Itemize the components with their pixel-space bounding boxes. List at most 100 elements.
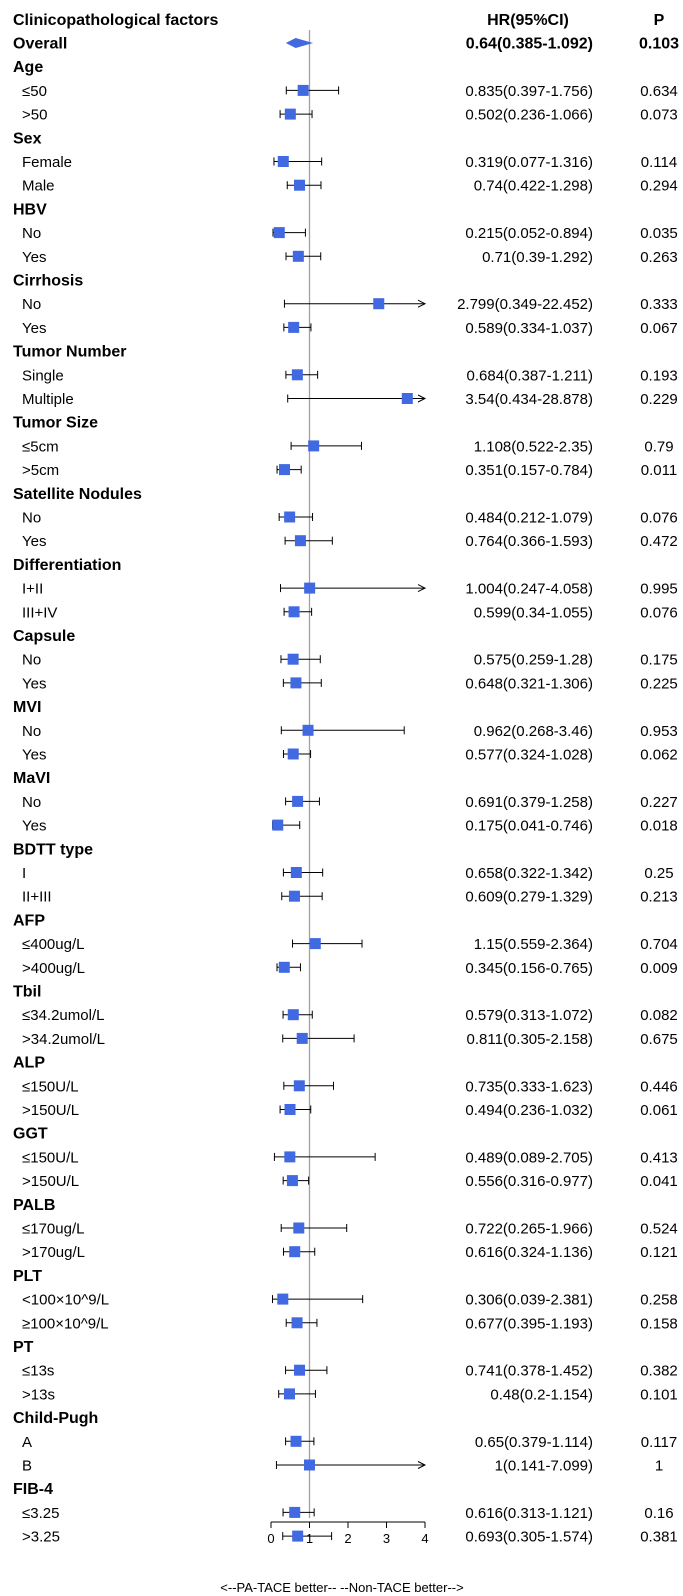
hr-ci-value: 0.175(0.041-0.746): [465, 818, 593, 835]
subgroup-label: A: [22, 1434, 32, 1451]
hr-ci-value: 0.64(0.385-1.092): [466, 36, 593, 53]
group-label: MVI: [13, 699, 41, 716]
hr-ci-value: 0.691(0.379-1.258): [465, 794, 593, 811]
hr-marker: [279, 464, 291, 476]
subgroup-label: No: [22, 652, 41, 669]
hr-marker: [289, 1506, 301, 1518]
p-value: 0.333: [640, 296, 678, 313]
subgroup-label: Female: [22, 154, 72, 171]
subgroup-label: I+II: [22, 581, 43, 598]
group-label: BDTT type: [13, 841, 93, 858]
hr-marker: [309, 938, 321, 950]
hr-ci-value: 0.616(0.313-1.121): [465, 1505, 593, 1522]
hr-ci-value: 0.319(0.077-1.316): [465, 154, 593, 171]
p-value: 0.061: [640, 1102, 678, 1119]
p-value: 0.114: [641, 154, 677, 171]
subgroup-label: >400ug/L: [22, 960, 85, 977]
hr-ci-value: 0.215(0.052-0.894): [465, 225, 593, 242]
subgroup-label: Yes: [22, 747, 46, 764]
group-label: Tumor Size: [13, 415, 98, 432]
hr-marker: [292, 795, 304, 807]
hr-marker: [288, 890, 300, 902]
overall-label: Overall: [13, 36, 67, 53]
p-value: 0.175: [640, 652, 678, 669]
p-value: 0.101: [640, 1386, 678, 1403]
group-label: Sex: [13, 130, 42, 147]
hr-marker: [291, 1317, 303, 1329]
subgroup-label: ≤400ug/L: [22, 936, 84, 953]
p-value: 0.121: [640, 1244, 678, 1261]
subgroup-label: >170ug/L: [22, 1244, 85, 1261]
hr-ci-value: 0.494(0.236-1.032): [465, 1102, 593, 1119]
p-value: 0.446: [640, 1078, 678, 1095]
hr-marker: [290, 1435, 302, 1447]
rows-layer: Overall 0.64(0.385-1.092) 0.103 Age ≤50 0.835…: [13, 36, 679, 1546]
hr-marker: [277, 156, 289, 167]
subgroup-label: Male: [22, 178, 55, 195]
hr-marker: [273, 227, 285, 239]
p-value: 0.082: [640, 1007, 678, 1024]
ci-arrow: [417, 1461, 427, 1469]
hr-ci-value: 0.575(0.259-1.28): [474, 652, 593, 669]
group-label: Child-Pugh: [13, 1410, 98, 1427]
p-value: 0.076: [640, 604, 678, 621]
subgroup-label: No: [22, 225, 41, 242]
hr-marker: [284, 511, 296, 523]
hr-ci-value: 0.489(0.089-2.705): [465, 1149, 593, 1166]
hr-ci-value: 0.351(0.157-0.784): [465, 462, 593, 479]
x-tick-label: 3: [383, 1531, 390, 1546]
group-label: Age: [13, 59, 43, 76]
subgroup-label: >150U/L: [22, 1102, 79, 1119]
p-value: 0.041: [640, 1173, 678, 1190]
hr-ci-value: 0.74(0.422-1.298): [474, 178, 593, 195]
hr-ci-value: 0.589(0.334-1.037): [465, 320, 593, 337]
subgroup-label: ≥100×10^9/L: [22, 1315, 109, 1332]
x-axis: 0 1 2 3 4: [267, 1521, 429, 1546]
hr-ci-value: 0.48(0.2-1.154): [490, 1386, 593, 1403]
hr-ci-value: 1.004(0.247-4.058): [465, 581, 593, 598]
p-value: 0.103: [639, 36, 679, 53]
subgroup-label: >5cm: [22, 462, 59, 479]
hr-ci-value: 2.799(0.349-22.452): [457, 296, 593, 313]
hr-marker: [289, 1246, 301, 1258]
hr-marker: [297, 84, 309, 96]
p-value: 0.011: [641, 462, 677, 479]
hr-marker: [287, 748, 299, 760]
hr-ci-value: 0.345(0.156-0.765): [465, 960, 593, 977]
x-tick-label: 1: [306, 1531, 313, 1546]
group-label: AFP: [13, 912, 45, 929]
hr-marker: [304, 582, 316, 594]
subgroup-label: III+IV: [22, 604, 57, 621]
hr-ci-value: 0.306(0.039-2.381): [465, 1292, 593, 1309]
hr-ci-value: 1.108(0.522-2.35): [474, 438, 593, 455]
hr-ci-value: 0.609(0.279-1.329): [465, 889, 593, 906]
hr-marker: [287, 1009, 299, 1021]
group-label: PT: [13, 1339, 34, 1356]
group-label: Differentiation: [13, 557, 121, 574]
p-value: 0.062: [640, 747, 678, 764]
hr-marker: [401, 393, 413, 404]
subgroup-label: II+III: [22, 889, 52, 906]
p-value: 0.16: [644, 1505, 673, 1522]
hr-ci-value: 0.71(0.39-1.292): [482, 249, 593, 266]
p-value: 0.381: [640, 1529, 678, 1546]
hr-ci-value: 0.677(0.395-1.193): [465, 1315, 593, 1332]
p-value: 0.158: [640, 1315, 678, 1332]
subgroup-label: >3.25: [22, 1529, 60, 1546]
hr-marker: [288, 606, 300, 618]
hr-ci-value: 0.484(0.212-1.079): [465, 510, 593, 527]
hr-ci-value: 0.556(0.316-0.977): [465, 1173, 593, 1190]
subgroup-label: No: [22, 296, 41, 313]
hr-marker: [283, 1388, 295, 1400]
subgroup-label: Yes: [22, 533, 46, 550]
subgroup-label: ≤3.25: [22, 1505, 59, 1522]
hr-ci-value: 0.577(0.324-1.028): [465, 747, 593, 764]
p-value: 0.067: [640, 320, 678, 337]
subgroup-label: ≤150U/L: [22, 1149, 79, 1166]
p-value: 0.294: [640, 178, 678, 195]
subgroup-label: No: [22, 794, 41, 811]
p-value: 0.675: [640, 1031, 678, 1048]
hr-marker: [286, 1175, 298, 1187]
overall-diamond: [285, 38, 314, 48]
